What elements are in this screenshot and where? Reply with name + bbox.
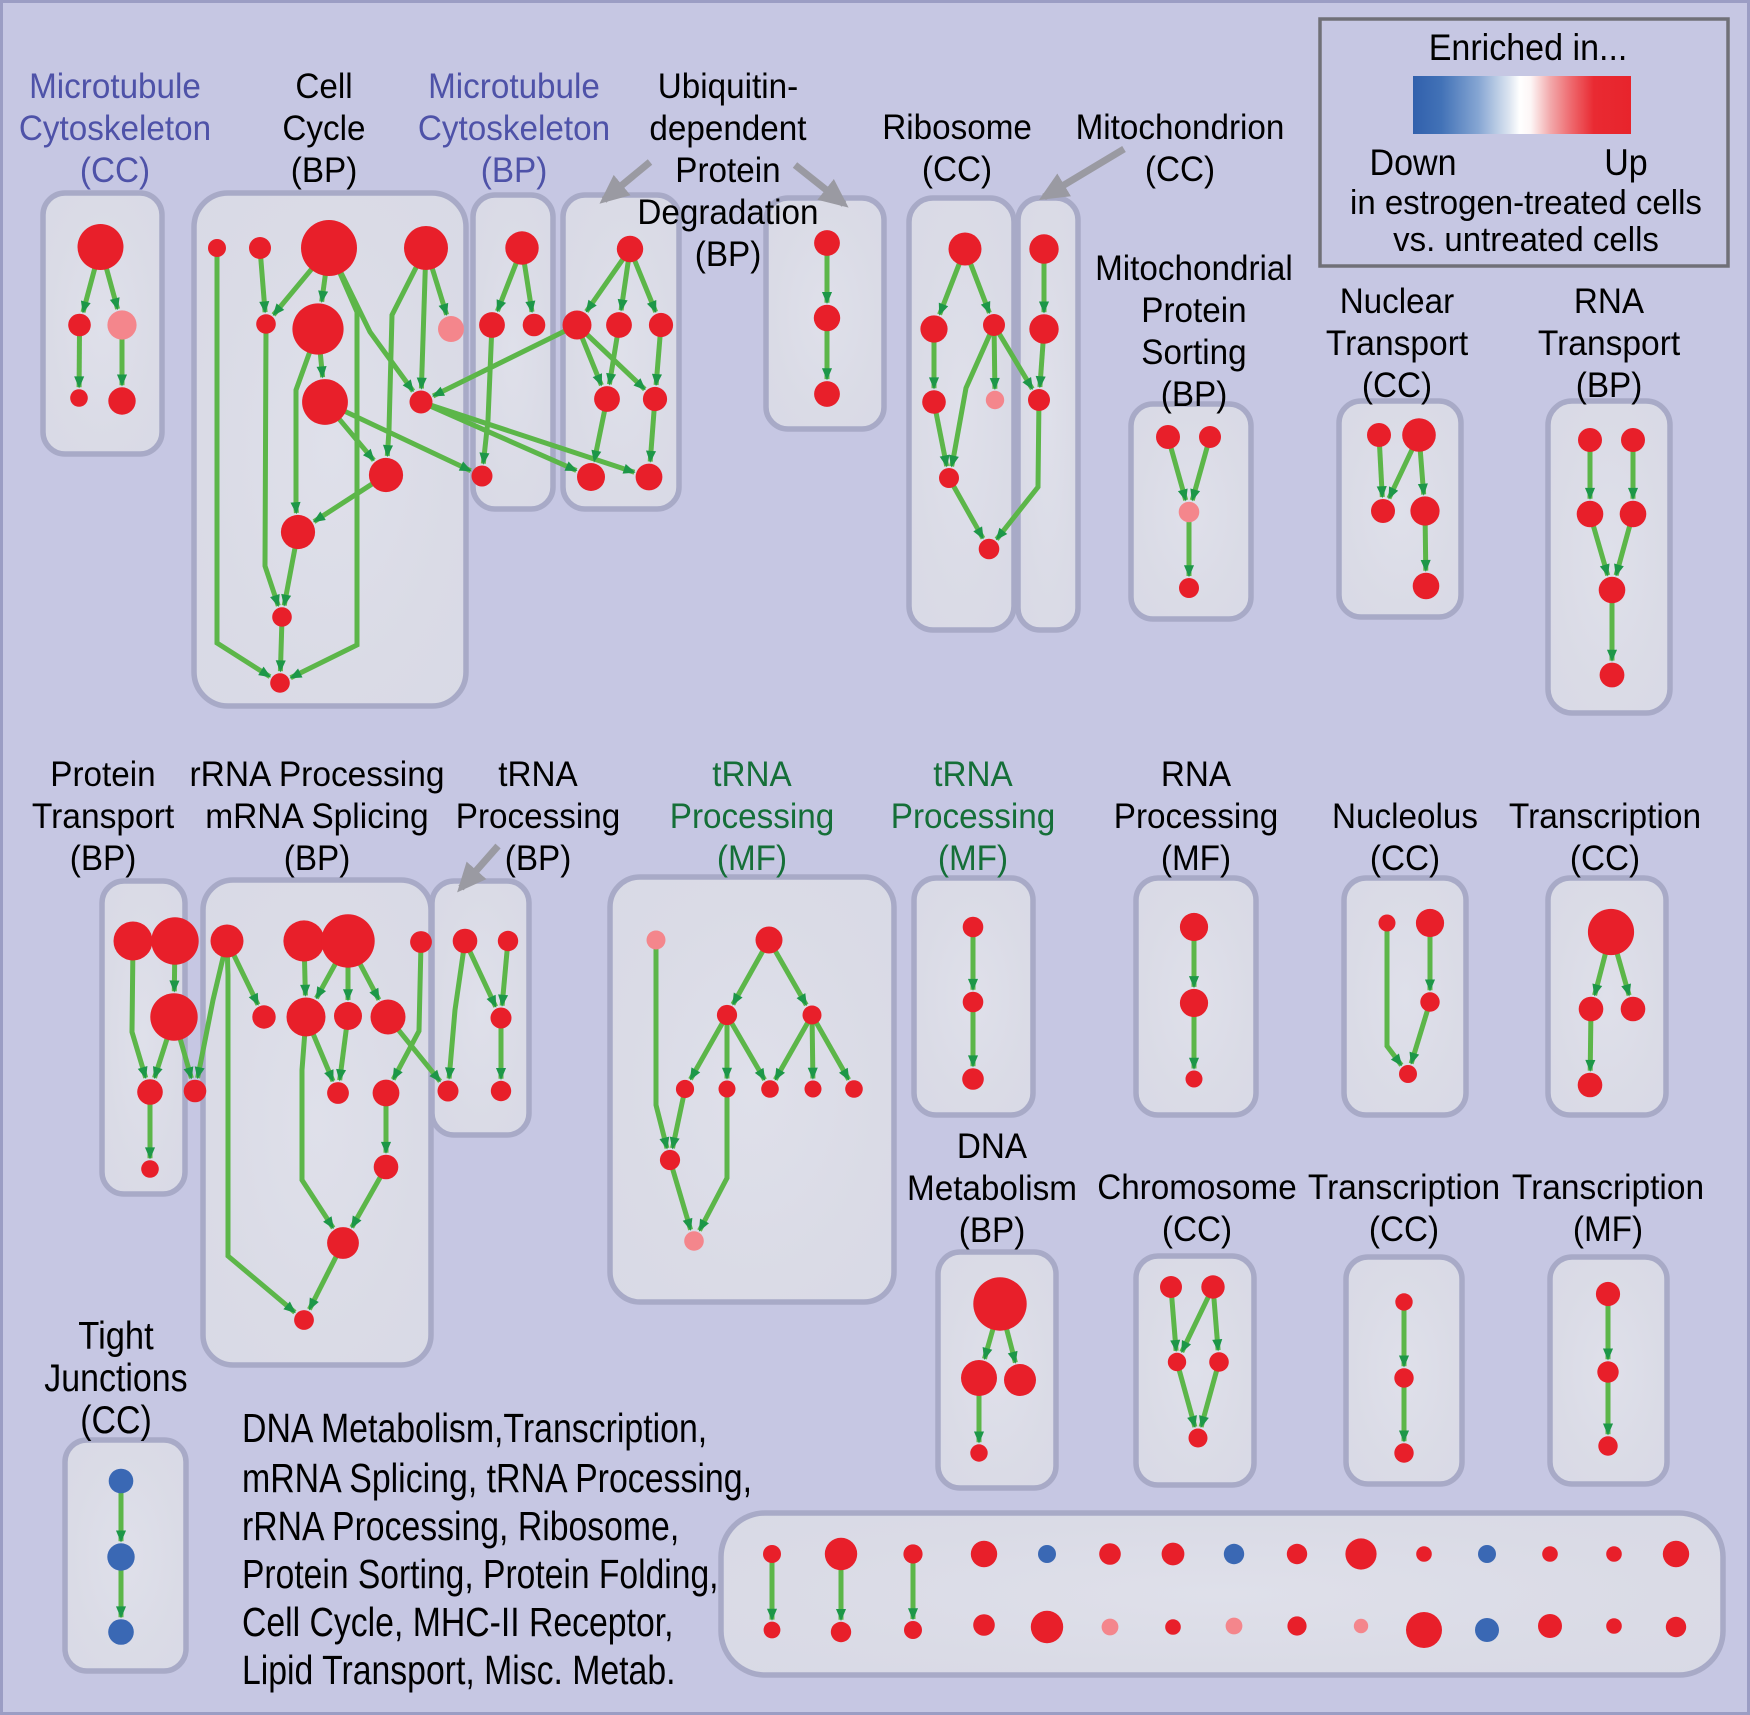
svg-text:tRNA: tRNA bbox=[933, 755, 1013, 794]
svg-text:Microtubule: Microtubule bbox=[428, 67, 600, 106]
svg-text:(BP): (BP) bbox=[70, 839, 137, 878]
svg-text:Enriched in...: Enriched in... bbox=[1429, 27, 1628, 68]
svg-text:Degradation: Degradation bbox=[637, 193, 818, 232]
svg-text:(MF): (MF) bbox=[1573, 1210, 1643, 1249]
svg-text:Metabolism: Metabolism bbox=[907, 1169, 1077, 1208]
svg-text:Processing: Processing bbox=[456, 797, 621, 836]
svg-text:RNA: RNA bbox=[1161, 755, 1232, 794]
svg-text:Transcription: Transcription bbox=[1308, 1168, 1500, 1207]
svg-text:Protein: Protein bbox=[50, 755, 155, 794]
svg-text:Cell Cycle, MHC-II Receptor,: Cell Cycle, MHC-II Receptor, bbox=[242, 1599, 674, 1645]
svg-text:Microtubule: Microtubule bbox=[29, 67, 201, 106]
svg-text:Sorting: Sorting bbox=[1141, 333, 1246, 372]
svg-text:Transport: Transport bbox=[1326, 324, 1469, 363]
svg-text:Down: Down bbox=[1370, 142, 1457, 183]
svg-text:Tight: Tight bbox=[78, 1315, 154, 1358]
svg-text:Processing: Processing bbox=[670, 797, 835, 836]
svg-text:Chromosome: Chromosome bbox=[1097, 1168, 1297, 1207]
svg-text:Ribosome: Ribosome bbox=[882, 108, 1032, 147]
svg-text:(BP): (BP) bbox=[1161, 375, 1228, 414]
svg-text:DNA Metabolism,Transcription,: DNA Metabolism,Transcription, bbox=[242, 1405, 707, 1451]
svg-text:Junctions: Junctions bbox=[44, 1357, 187, 1400]
svg-text:Processing: Processing bbox=[891, 797, 1056, 836]
svg-text:rRNA Processing: rRNA Processing bbox=[190, 755, 445, 794]
svg-text:(CC): (CC) bbox=[80, 1399, 152, 1442]
svg-text:Processing: Processing bbox=[1114, 797, 1279, 836]
svg-text:vs. untreated cells: vs. untreated cells bbox=[1393, 221, 1659, 259]
svg-text:tRNA: tRNA bbox=[712, 755, 792, 794]
svg-text:DNA: DNA bbox=[957, 1127, 1028, 1166]
svg-text:Cytoskeleton: Cytoskeleton bbox=[418, 109, 610, 148]
svg-text:(BP): (BP) bbox=[481, 151, 548, 190]
svg-text:(CC): (CC) bbox=[1362, 366, 1432, 405]
svg-text:Nuclear: Nuclear bbox=[1340, 282, 1455, 321]
svg-text:(CC): (CC) bbox=[1369, 1210, 1439, 1249]
svg-text:RNA: RNA bbox=[1574, 282, 1645, 321]
svg-text:(BP): (BP) bbox=[1576, 366, 1643, 405]
svg-text:(BP): (BP) bbox=[505, 839, 572, 878]
svg-text:Protein: Protein bbox=[1141, 291, 1246, 330]
svg-text:Lipid Transport, Misc. Metab.: Lipid Transport, Misc. Metab. bbox=[242, 1647, 676, 1693]
svg-text:Nucleolus: Nucleolus bbox=[1332, 797, 1478, 836]
svg-text:Ubiquitin-: Ubiquitin- bbox=[658, 67, 798, 106]
svg-text:(CC): (CC) bbox=[922, 150, 992, 189]
svg-text:Protein: Protein bbox=[675, 151, 780, 190]
svg-text:Cell: Cell bbox=[295, 67, 352, 106]
svg-text:(MF): (MF) bbox=[717, 839, 787, 878]
svg-text:mRNA Splicing: mRNA Splicing bbox=[205, 797, 429, 836]
svg-text:Transport: Transport bbox=[1538, 324, 1681, 363]
svg-text:(CC): (CC) bbox=[1370, 839, 1440, 878]
svg-text:Up: Up bbox=[1604, 142, 1648, 183]
svg-text:(CC): (CC) bbox=[1145, 150, 1215, 189]
svg-text:in estrogen-treated cells: in estrogen-treated cells bbox=[1350, 184, 1702, 222]
svg-text:Protein Sorting, Protein Foldi: Protein Sorting, Protein Folding, bbox=[242, 1551, 719, 1597]
svg-text:(CC): (CC) bbox=[80, 151, 150, 190]
svg-text:(MF): (MF) bbox=[1161, 839, 1231, 878]
svg-text:(CC): (CC) bbox=[1570, 839, 1640, 878]
svg-text:Cytoskeleton: Cytoskeleton bbox=[19, 109, 211, 148]
svg-text:(CC): (CC) bbox=[1162, 1210, 1232, 1249]
svg-text:Mitochondrial: Mitochondrial bbox=[1095, 249, 1293, 288]
svg-text:(MF): (MF) bbox=[938, 839, 1008, 878]
svg-text:(BP): (BP) bbox=[284, 839, 351, 878]
svg-text:Transcription: Transcription bbox=[1512, 1168, 1704, 1207]
svg-text:rRNA Processing, Ribosome,: rRNA Processing, Ribosome, bbox=[242, 1503, 679, 1549]
svg-text:Transcription: Transcription bbox=[1509, 797, 1701, 836]
svg-text:(BP): (BP) bbox=[291, 151, 358, 190]
svg-text:Transport: Transport bbox=[32, 797, 175, 836]
svg-text:(BP): (BP) bbox=[959, 1211, 1026, 1250]
svg-text:mRNA Splicing, tRNA Processing: mRNA Splicing, tRNA Processing, bbox=[242, 1455, 752, 1501]
svg-text:dependent: dependent bbox=[649, 109, 806, 148]
svg-text:Mitochondrion: Mitochondrion bbox=[1076, 108, 1285, 147]
svg-text:(BP): (BP) bbox=[695, 235, 762, 274]
svg-text:tRNA: tRNA bbox=[498, 755, 578, 794]
svg-text:Cycle: Cycle bbox=[282, 109, 365, 148]
